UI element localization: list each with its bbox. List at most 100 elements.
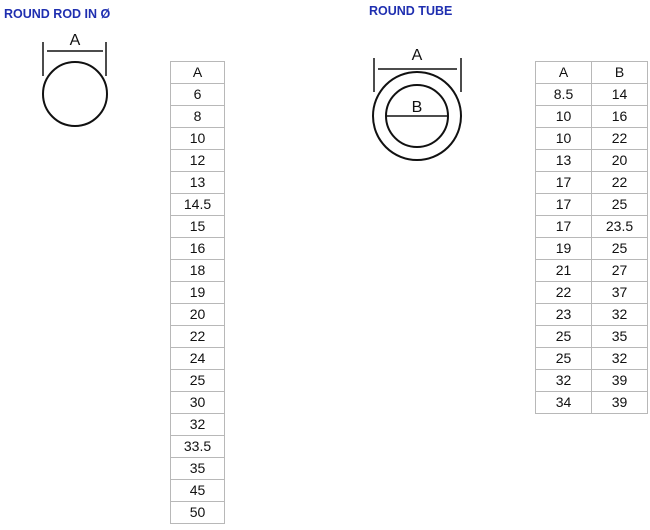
- table-row: 6: [170, 83, 225, 106]
- table-row: 13 20: [535, 149, 648, 172]
- table-row: 50: [170, 501, 225, 524]
- rod-label-a: A: [70, 32, 81, 49]
- table-cell: 18: [170, 259, 225, 282]
- column-header: A: [170, 61, 225, 84]
- rod-title: ROUND ROD IN Ø: [4, 7, 111, 21]
- table-cell: 39: [591, 369, 648, 392]
- table-cell: 22: [170, 325, 225, 348]
- table-cell: 32: [591, 303, 648, 326]
- table-row: 17 23.5: [535, 215, 648, 238]
- column-header: A: [535, 61, 592, 84]
- table-row: 25: [170, 369, 225, 392]
- table-row: 22 37: [535, 281, 648, 304]
- table-cell: 25: [170, 369, 225, 392]
- table-cell: 32: [591, 347, 648, 370]
- table-cell: 33.5: [170, 435, 225, 458]
- table-row: 32: [170, 413, 225, 436]
- tube-outer-circle: [372, 71, 462, 161]
- table-row: 33.5: [170, 435, 225, 458]
- rod-size-table: A 6 8 10 12 13 14.5 15 16 18 19 20 22 24 25 30 32 33.5 35 4…: [170, 61, 225, 524]
- table-cell: 6: [170, 83, 225, 106]
- tube-label-b: B: [412, 99, 423, 116]
- table-cell: 10: [535, 127, 592, 150]
- table-cell: 10: [170, 127, 225, 150]
- table-cell: 13: [170, 171, 225, 194]
- tube-label-a: A: [412, 47, 423, 64]
- table-row: 12: [170, 149, 225, 172]
- table-row: 19: [170, 281, 225, 304]
- tube-size-table: A B 8.5 14 10 16 10 22 13 20 17 22 17 25 17 23.5 19 25 21 2…: [535, 61, 648, 414]
- table-cell: 32: [170, 413, 225, 436]
- table-cell: 30: [170, 391, 225, 414]
- tube-inner-circle: [385, 84, 449, 148]
- table-cell: 20: [170, 303, 225, 326]
- table-row: 10 22: [535, 127, 648, 150]
- table-cell: 50: [170, 501, 225, 524]
- table-row: 21 27: [535, 259, 648, 282]
- table-cell: 17: [535, 193, 592, 216]
- table-row: 10: [170, 127, 225, 150]
- table-row: 17 22: [535, 171, 648, 194]
- table-cell: 17: [535, 215, 592, 238]
- table-cell: 25: [591, 193, 648, 216]
- table-row: 10 16: [535, 105, 648, 128]
- table-cell: 15: [170, 215, 225, 238]
- table-cell: 22: [535, 281, 592, 304]
- table-cell: 35: [170, 457, 225, 480]
- table-cell: 37: [591, 281, 648, 304]
- table-cell: 10: [535, 105, 592, 128]
- table-row: 20: [170, 303, 225, 326]
- table-cell: 19: [535, 237, 592, 260]
- table-cell: 25: [591, 237, 648, 260]
- table-row: 22: [170, 325, 225, 348]
- table-cell: 16: [170, 237, 225, 260]
- column-header: B: [591, 61, 648, 84]
- table-row: 35: [170, 457, 225, 480]
- table-row: 8.5 14: [535, 83, 648, 106]
- table-row: 14.5: [170, 193, 225, 216]
- table-cell: 32: [535, 369, 592, 392]
- table-cell: 34: [535, 391, 592, 414]
- table-cell: 21: [535, 259, 592, 282]
- rod-diagram: [42, 42, 108, 127]
- table-row: 25 35: [535, 325, 648, 348]
- table-cell: 17: [535, 171, 592, 194]
- table-row: 18: [170, 259, 225, 282]
- table-cell: 12: [170, 149, 225, 172]
- table-cell: 27: [591, 259, 648, 282]
- rod-circle: [42, 61, 108, 127]
- table-row: 30: [170, 391, 225, 414]
- table-row: 8: [170, 105, 225, 128]
- table-cell: 14: [591, 83, 648, 106]
- table-cell: 13: [535, 149, 592, 172]
- table-row: 19 25: [535, 237, 648, 260]
- table-cell: 45: [170, 479, 225, 502]
- table-cell: 20: [591, 149, 648, 172]
- table-cell: 19: [170, 281, 225, 304]
- table-cell: 35: [591, 325, 648, 348]
- table-cell: 16: [591, 105, 648, 128]
- table-row: 15: [170, 215, 225, 238]
- table-cell: 23: [535, 303, 592, 326]
- tube-diagram: [372, 58, 462, 161]
- table-cell: 39: [591, 391, 648, 414]
- table-cell: 22: [591, 127, 648, 150]
- table-cell: 22: [591, 171, 648, 194]
- table-cell: 25: [535, 325, 592, 348]
- table-row: 13: [170, 171, 225, 194]
- table-row: 25 32: [535, 347, 648, 370]
- table-row: 34 39: [535, 391, 648, 414]
- table-cell: 8.5: [535, 83, 592, 106]
- table-header-row: A: [170, 61, 225, 84]
- table-cell: 14.5: [170, 193, 225, 216]
- table-row: 45: [170, 479, 225, 502]
- table-row: 23 32: [535, 303, 648, 326]
- table-cell: 24: [170, 347, 225, 370]
- table-row: 16: [170, 237, 225, 260]
- tube-title: ROUND TUBE: [369, 4, 453, 18]
- table-cell: 25: [535, 347, 592, 370]
- table-cell: 8: [170, 105, 225, 128]
- table-cell: 23.5: [591, 215, 648, 238]
